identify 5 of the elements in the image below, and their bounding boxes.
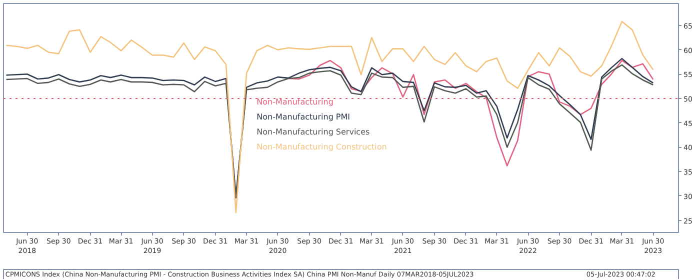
series-label: Non-Manufacturing Construction (256, 142, 387, 152)
series-label: Non-Manufacturing PMI (256, 112, 350, 122)
text: Non-Manufacturing (256, 98, 334, 107)
line-series (6, 20, 654, 214)
series-label: Non-Manufacturing Services (256, 128, 370, 137)
